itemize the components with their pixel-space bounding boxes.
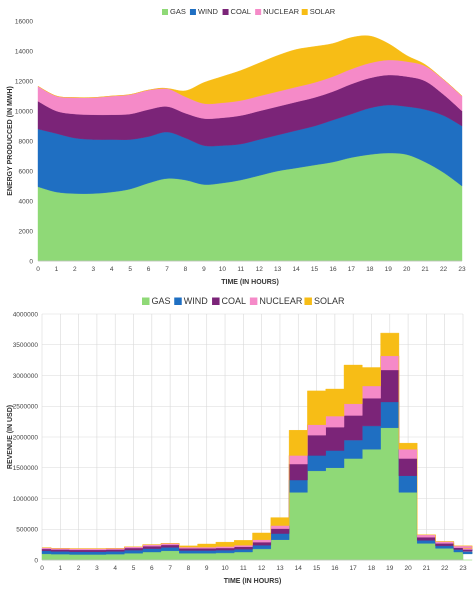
y-tick-label: 3500000 xyxy=(13,342,39,349)
legend-swatch-coal xyxy=(222,9,229,15)
x-tick-label: 1 xyxy=(58,565,62,572)
x-tick-label: 13 xyxy=(274,266,282,273)
area-solar xyxy=(37,35,463,105)
legend-label-coal: COAL xyxy=(222,296,247,306)
x-tick-label: 11 xyxy=(240,565,247,572)
energy-chart: GAS WIND COAL NUCLEAR SOLAR 0 2000 4000 6000 8000… xyxy=(7,7,466,286)
x-axis-title: TIME (IN HOURS) xyxy=(221,279,279,286)
x-tick-label: 19 xyxy=(386,565,394,572)
x-tick-label: 3 xyxy=(91,266,95,273)
x-tick-label: 17 xyxy=(350,565,358,572)
legend-swatch-wind xyxy=(174,297,182,305)
x-tick-label: 4 xyxy=(113,565,117,572)
legend-label-nuclear: NUCLEAR xyxy=(259,296,303,306)
x-tick-label: 23 xyxy=(458,266,466,273)
y-tick-label: 4000000 xyxy=(13,311,39,318)
legend-swatch-solar xyxy=(301,9,308,15)
legend-swatch-nuclear xyxy=(255,9,262,15)
y-tick-label: 16000 xyxy=(15,18,33,25)
legend-swatch-wind xyxy=(189,9,196,15)
x-tick-label: 8 xyxy=(184,266,188,273)
x-tick-label: 2 xyxy=(73,266,77,273)
y-tick-label: 8000 xyxy=(19,138,34,145)
x-tick-label: 22 xyxy=(441,565,449,572)
x-tick-label: 9 xyxy=(202,266,206,273)
revenue-plot-area xyxy=(41,332,473,561)
x-tick-label: 2 xyxy=(77,565,81,572)
x-tick-label: 10 xyxy=(219,266,227,273)
y-tick-label: 0 xyxy=(29,258,33,265)
x-tick-label: 16 xyxy=(331,565,339,572)
y-tick-label: 500000 xyxy=(16,527,38,534)
legend: GAS WIND COAL NUCLEAR SOLAR xyxy=(142,296,345,306)
legend-swatch-solar xyxy=(304,297,312,305)
x-tick-label: 15 xyxy=(311,266,319,273)
x-tick-label: 21 xyxy=(422,266,430,273)
y-axis-title: REVENUE (IN USD) xyxy=(7,405,14,469)
y-axis-title: ENERGY PRODUCCED (IN MWH) xyxy=(7,86,14,196)
legend-label-gas: GAS xyxy=(152,296,171,306)
y-tick-label: 6000 xyxy=(19,168,34,175)
x-tick-label: 18 xyxy=(366,266,374,273)
y-tick-label: 4000 xyxy=(19,198,34,205)
x-tick-label: 5 xyxy=(128,266,132,273)
legend-swatch-gas xyxy=(162,9,168,15)
y-tick-label: 1500000 xyxy=(13,465,39,472)
legend-label-wind: WIND xyxy=(198,7,219,16)
x-tick-label: 4 xyxy=(110,266,114,273)
x-tick-label: 15 xyxy=(313,565,321,572)
y-tick-label: 2500000 xyxy=(13,404,39,411)
legend: GAS WIND COAL NUCLEAR SOLAR xyxy=(162,7,336,16)
x-tick-label: 12 xyxy=(258,565,266,572)
x-tick-label: 1 xyxy=(55,266,59,273)
y-tick-label: 14000 xyxy=(15,48,33,55)
x-tick-label: 5 xyxy=(132,565,136,572)
y-tick-label: 0 xyxy=(34,557,38,564)
x-tick-label: 18 xyxy=(368,565,376,572)
y-tick-label: 3000000 xyxy=(13,373,39,380)
y-tick-label: 2000000 xyxy=(13,434,39,441)
x-tick-label: 9 xyxy=(205,565,209,572)
x-tick-label: 17 xyxy=(348,266,356,273)
x-tick-label: 14 xyxy=(292,266,300,273)
x-tick-label: 20 xyxy=(404,565,412,572)
x-tick-label: 7 xyxy=(168,565,172,572)
legend-label-nuclear: NUCLEAR xyxy=(263,7,299,16)
x-tick-label: 14 xyxy=(295,565,303,572)
legend-swatch-gas xyxy=(142,297,150,305)
x-tick-label: 0 xyxy=(40,565,44,572)
y-tick-label: 10000 xyxy=(15,108,33,115)
x-tick-label: 13 xyxy=(276,565,284,572)
y-tick-label: 12000 xyxy=(15,78,33,85)
x-tick-label: 20 xyxy=(403,266,411,273)
x-tick-label: 19 xyxy=(385,266,393,273)
legend-label-coal: COAL xyxy=(231,7,251,16)
revenue-chart: GAS WIND COAL NUCLEAR SOLAR05000001000000150… xyxy=(7,296,473,585)
legend-label-solar: SOLAR xyxy=(310,7,336,16)
x-tick-label: 11 xyxy=(237,266,244,273)
x-axis-title: TIME (IN HOURS) xyxy=(224,578,282,585)
x-tick-label: 8 xyxy=(187,565,191,572)
x-tick-label: 22 xyxy=(440,266,448,273)
x-tick-label: 12 xyxy=(256,266,264,273)
x-tick-label: 23 xyxy=(459,565,467,572)
x-tick-label: 7 xyxy=(165,266,169,273)
area-solar xyxy=(42,332,473,549)
energy-plot-area xyxy=(37,35,463,262)
x-tick-label: 6 xyxy=(150,565,154,572)
x-tick-label: 21 xyxy=(423,565,431,572)
legend-label-wind: WIND xyxy=(184,296,208,306)
legend-label-solar: SOLAR xyxy=(314,296,345,306)
legend-swatch-nuclear xyxy=(249,297,258,305)
y-tick-label: 1000000 xyxy=(13,496,39,503)
x-tick-label: 16 xyxy=(329,266,337,273)
legend-swatch-coal xyxy=(212,297,220,305)
x-tick-label: 6 xyxy=(147,266,151,273)
legend-label-gas: GAS xyxy=(170,7,186,16)
x-tick-label: 10 xyxy=(221,565,229,572)
x-tick-label: 3 xyxy=(95,565,99,572)
x-tick-label: 0 xyxy=(36,266,40,273)
y-tick-label: 2000 xyxy=(19,228,34,235)
